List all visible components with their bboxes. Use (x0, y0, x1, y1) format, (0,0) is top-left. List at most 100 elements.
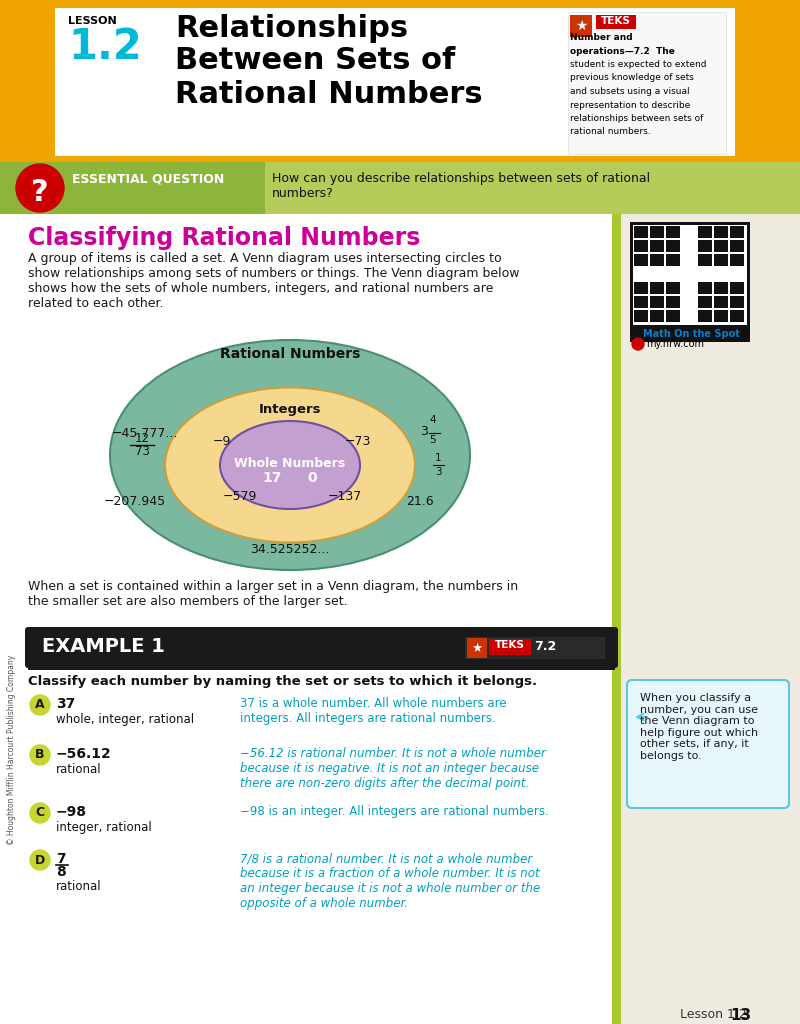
Bar (28, 665, 615, 670)
Text: LESSON: LESSON (68, 16, 117, 26)
Text: 5: 5 (430, 435, 436, 445)
Bar (465, 637, 605, 659)
Text: EXAMPLE 1: EXAMPLE 1 (42, 637, 165, 656)
Bar (650, 282, 664, 294)
Bar (730, 226, 744, 238)
Text: When a set is contained within a larger set in a Venn diagram, the numbers in
th: When a set is contained within a larger … (28, 580, 518, 608)
Text: ★: ★ (574, 19, 587, 33)
Bar (650, 240, 664, 252)
Text: and subsets using a visual: and subsets using a visual (570, 87, 690, 96)
Bar (730, 254, 744, 266)
Text: −9: −9 (213, 435, 231, 449)
Text: student is expected to extend: student is expected to extend (570, 60, 706, 69)
Bar (634, 282, 648, 294)
Text: −98 is an integer. All integers are rational numbers.: −98 is an integer. All integers are rati… (240, 805, 549, 818)
FancyBboxPatch shape (627, 680, 789, 808)
Text: 7: 7 (56, 852, 66, 866)
Text: rational numbers.: rational numbers. (570, 128, 650, 136)
Bar (68, 170, 258, 193)
Text: relationships between sets of: relationships between sets of (570, 114, 703, 123)
Bar (634, 240, 648, 252)
Bar (666, 282, 680, 294)
Bar (0, 214, 620, 1024)
Text: TEKS: TEKS (495, 640, 525, 650)
Ellipse shape (165, 387, 415, 543)
Text: 13: 13 (730, 1008, 751, 1023)
Text: B: B (35, 749, 45, 762)
Text: whole, integer, rational: whole, integer, rational (56, 713, 194, 726)
Bar (55, 8, 735, 156)
Bar (666, 240, 680, 252)
Text: Lesson 1.2: Lesson 1.2 (680, 1008, 746, 1021)
Text: −73: −73 (345, 435, 371, 449)
Bar (698, 296, 712, 308)
Text: Rational Numbers: Rational Numbers (175, 80, 482, 109)
Text: Number and: Number and (570, 33, 633, 42)
Text: −98: −98 (56, 805, 87, 819)
Text: −207.945: −207.945 (104, 495, 166, 508)
Circle shape (30, 695, 50, 715)
Text: 7.2: 7.2 (534, 640, 556, 653)
Circle shape (30, 850, 50, 870)
Bar (698, 226, 712, 238)
Ellipse shape (110, 340, 470, 570)
Circle shape (16, 164, 64, 212)
Text: 1: 1 (434, 453, 442, 463)
Text: 34.525252...: 34.525252... (250, 543, 330, 556)
Bar (612, 214, 621, 1024)
Bar (596, 15, 636, 29)
Bar (730, 296, 744, 308)
FancyBboxPatch shape (25, 627, 618, 668)
Bar (698, 240, 712, 252)
Circle shape (632, 338, 644, 350)
Text: 7/8 is a rational number. It is not a whole number
because it is a fraction of a: 7/8 is a rational number. It is not a wh… (240, 852, 540, 910)
Bar (730, 310, 744, 322)
Text: 0: 0 (307, 471, 317, 485)
Text: operations—7.2  The: operations—7.2 The (570, 46, 675, 55)
Bar (570, 15, 592, 37)
Bar (698, 310, 712, 322)
Text: 21.6: 21.6 (406, 495, 434, 508)
Text: C: C (35, 807, 45, 819)
Text: −56.12 is rational number. It is not a whole number
because it is negative. It i: −56.12 is rational number. It is not a w… (240, 746, 546, 790)
Bar (666, 254, 680, 266)
Bar (265, 162, 800, 214)
Bar (650, 296, 664, 308)
Text: How can you describe relationships between sets of rational
numbers?: How can you describe relationships betwe… (272, 172, 650, 200)
Text: 17: 17 (262, 471, 282, 485)
Text: −137: −137 (328, 490, 362, 503)
Text: −45.777...: −45.777... (112, 427, 178, 440)
Bar (634, 254, 648, 266)
Bar (634, 296, 648, 308)
Bar (650, 310, 664, 322)
Bar (634, 310, 648, 322)
Bar (714, 240, 728, 252)
Bar (0, 0, 800, 162)
Bar (568, 12, 726, 154)
Text: TEKS: TEKS (601, 16, 631, 26)
Text: my.hrw.com: my.hrw.com (646, 339, 704, 349)
Text: −56.12: −56.12 (56, 746, 112, 761)
Text: Between Sets of: Between Sets of (175, 46, 455, 75)
Bar (666, 296, 680, 308)
Bar (714, 282, 728, 294)
Circle shape (30, 803, 50, 823)
Bar (698, 282, 712, 294)
Text: rational: rational (56, 880, 102, 893)
Bar (633, 225, 747, 325)
Text: A group of items is called a set. A Venn diagram uses intersecting circles to
sh: A group of items is called a set. A Venn… (28, 252, 519, 310)
Text: rational: rational (56, 763, 102, 776)
Text: Integers: Integers (258, 403, 322, 416)
Bar (620, 214, 800, 1024)
Bar (730, 282, 744, 294)
Bar (0, 162, 800, 214)
Text: ESSENTIAL QUESTION: ESSENTIAL QUESTION (72, 172, 224, 185)
Text: Whole Numbers: Whole Numbers (234, 457, 346, 470)
Text: Rational Numbers: Rational Numbers (220, 347, 360, 361)
Bar (630, 222, 750, 342)
Bar (666, 226, 680, 238)
Text: −579: −579 (223, 490, 257, 503)
Text: Classifying Rational Numbers: Classifying Rational Numbers (28, 226, 420, 250)
Text: 12: 12 (134, 432, 150, 445)
Bar (714, 310, 728, 322)
